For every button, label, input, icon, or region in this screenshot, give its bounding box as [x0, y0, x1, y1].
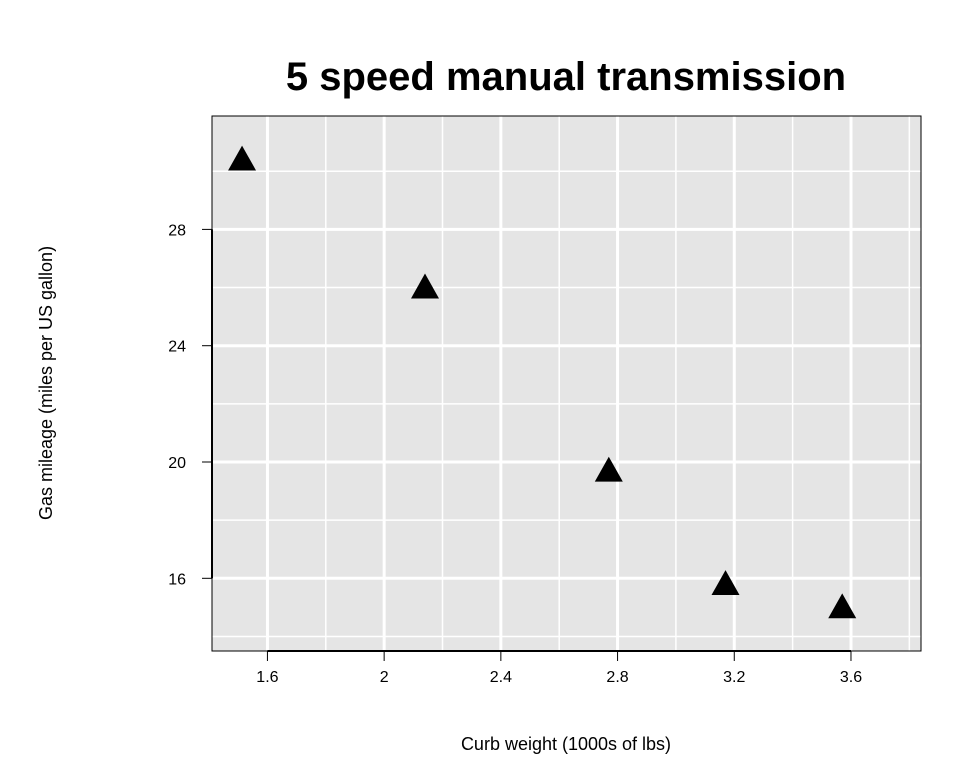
- x-tick-label: 2: [380, 669, 389, 686]
- plot-panel: [212, 116, 921, 651]
- data-points: [228, 145, 857, 619]
- y-tick-label: 16: [168, 571, 186, 588]
- grid-minor: [212, 116, 921, 651]
- grid-major: [212, 116, 921, 651]
- x-tick-label: 1.6: [256, 669, 278, 686]
- x-tick-label: 2.8: [606, 669, 628, 686]
- data-point-triangle: [828, 593, 857, 619]
- y-tick-label: 20: [168, 455, 186, 472]
- data-point-triangle: [410, 273, 439, 299]
- x-tick-label: 2.4: [490, 669, 512, 686]
- y-axis-label: Gas mileage (miles per US gallon): [36, 246, 56, 520]
- data-point-triangle: [594, 456, 623, 482]
- x-tick-label: 3.6: [840, 669, 862, 686]
- y-axis: 16 20 24 28: [168, 222, 213, 588]
- x-tick-label: 3.2: [723, 669, 745, 686]
- x-axis-label: Curb weight (1000s of lbs): [461, 734, 671, 754]
- data-point-triangle: [228, 145, 257, 171]
- y-tick-label: 24: [168, 339, 186, 356]
- chart-title: 5 speed manual transmission: [286, 55, 846, 99]
- y-tick-label: 28: [168, 222, 186, 239]
- data-point-triangle: [711, 570, 740, 596]
- x-axis: 1.6 2 2.4 2.8 3.2 3.6: [256, 650, 862, 686]
